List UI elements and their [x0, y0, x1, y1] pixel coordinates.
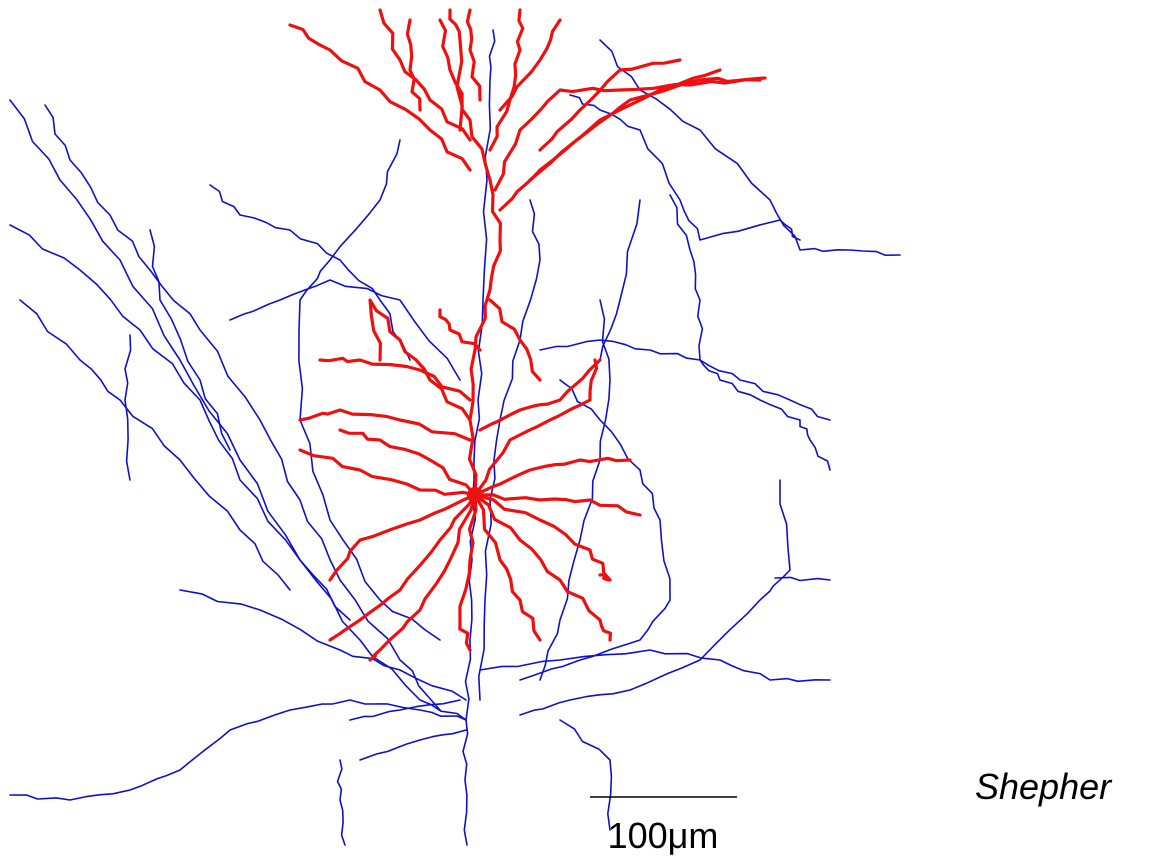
axon-branch [520, 480, 790, 715]
axon-branch [600, 200, 640, 360]
dendrite-branch [490, 300, 540, 380]
axon-branch [10, 100, 466, 720]
soma [467, 487, 483, 503]
dendrite-branch [440, 310, 480, 350]
dendrite-branch [370, 300, 470, 420]
neuron-figure: 100μm Shepher [0, 0, 1165, 867]
dendrite-branch [320, 358, 470, 400]
axon-branch [479, 200, 540, 700]
dendrite-branch [330, 495, 475, 640]
dendritic-tree [290, 10, 765, 660]
axon-arbor [10, 30, 900, 845]
credit: Shepher [975, 766, 1113, 807]
dendrite-branch [490, 10, 523, 150]
axon-branch [338, 760, 346, 845]
axon-branch [210, 185, 410, 360]
axon-branch [10, 225, 350, 620]
axon-branch [45, 105, 440, 710]
axon-branch [670, 195, 830, 470]
axon-branch [230, 280, 460, 380]
dendrite-branch [330, 495, 475, 580]
axon-branch [466, 30, 495, 720]
dendrite-branch [500, 78, 760, 210]
dendrite-branch [450, 10, 462, 130]
dendrite-branch [540, 60, 680, 150]
dendrite-branch [475, 458, 630, 495]
dendrite-branch [407, 20, 420, 110]
axon-branch [775, 577, 830, 580]
scale-bar-label: 100μm [608, 815, 719, 856]
axon-branch [125, 335, 131, 480]
page: 100μm Shepher (() => { const data = JSON… [0, 0, 1165, 867]
dendrite-branch [300, 410, 470, 440]
axon-branch [540, 340, 830, 420]
dendrite-branch [300, 450, 475, 495]
dendrite-branch [460, 495, 476, 650]
dendrite-branch [480, 360, 600, 430]
axon-branch [20, 300, 290, 590]
axon-branch [350, 700, 460, 720]
axon-branch [150, 230, 230, 450]
axon-branch [600, 40, 900, 255]
axon-branch [560, 720, 611, 830]
dendrite-branch [467, 10, 480, 100]
axon-branch [463, 720, 468, 845]
dendrite-branch [475, 495, 610, 640]
axon-branch [10, 700, 466, 800]
axon-branch [360, 730, 466, 760]
